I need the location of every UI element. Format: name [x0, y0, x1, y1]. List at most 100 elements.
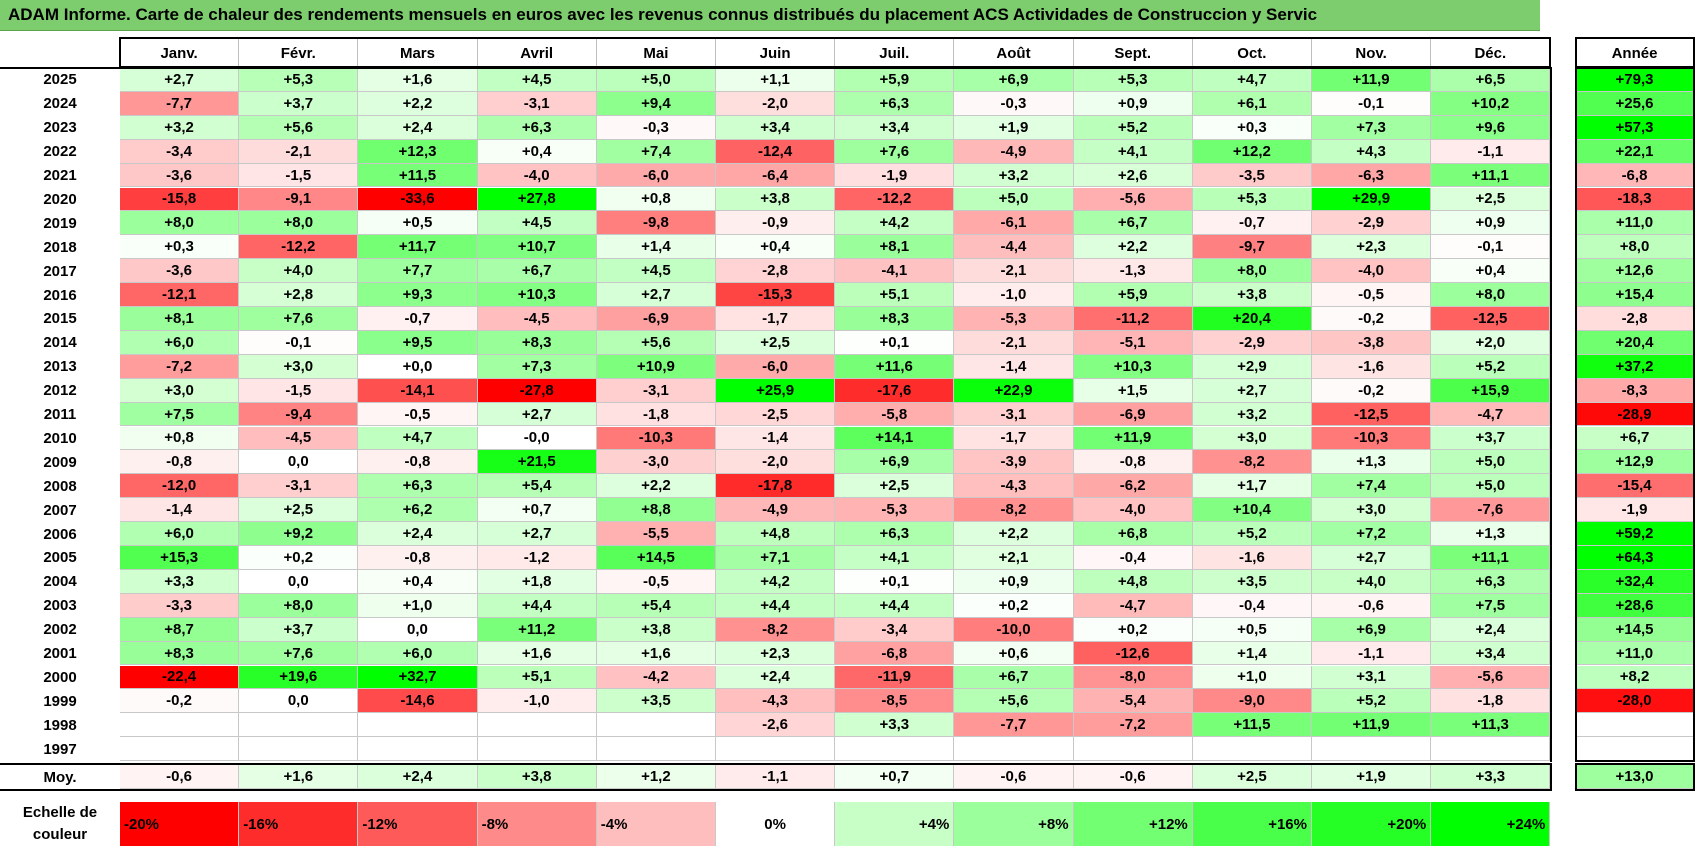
heatmap-cell: -15,3 [716, 283, 836, 307]
average-right-line [1550, 763, 1553, 791]
annual-cell: +8,2 [1576, 665, 1694, 690]
heatmap-cell: -2,0 [716, 91, 836, 116]
heatmap-cell: 0,0 [239, 450, 359, 475]
heatmap-cell: +8,1 [835, 235, 955, 260]
heatmap-cell: -7,7 [120, 91, 240, 116]
heatmap-cell: +2,7 [1192, 378, 1312, 403]
average-cell: -0,6 [120, 765, 240, 789]
month-header: Mars [358, 39, 478, 67]
heatmap-cell: +6,7 [1073, 211, 1193, 236]
heatmap-cell: -0,1 [239, 330, 359, 355]
heatmap-cell: +6,0 [120, 330, 240, 355]
heatmap-cell: +5,4 [477, 474, 597, 499]
year-label: 2019 [43, 214, 77, 232]
heatmap-cell [596, 737, 716, 762]
heatmap-cell: -5,6 [1431, 665, 1551, 690]
heatmap-cell: -3,1 [239, 474, 359, 499]
heatmap-cell: -12,2 [835, 187, 955, 212]
heatmap-cell: -10,3 [596, 426, 716, 451]
heatmap-cell: -12,4 [716, 139, 836, 164]
heatmap-cell: -4,4 [954, 235, 1074, 260]
heatmap-cell: +1,3 [1431, 522, 1551, 546]
heatmap-cell: +6,3 [477, 115, 597, 140]
heatmap-cell: +0,8 [120, 426, 240, 451]
annual-cell: +22,1 [1576, 139, 1694, 164]
annual-cell: +32,4 [1576, 569, 1694, 594]
heatmap-cell: +1,5 [1073, 378, 1193, 403]
heatmap-cell: +0,2 [1073, 617, 1193, 642]
heatmap-cell: -7,7 [954, 713, 1074, 738]
heatmap-cell: -15,8 [120, 187, 240, 212]
heatmap-cell: -12,5 [1312, 402, 1432, 427]
heatmap-cell: +2,4 [1431, 617, 1551, 642]
annual-cell: +25,6 [1576, 91, 1694, 116]
heatmap-cell: -6,2 [1073, 474, 1193, 499]
heatmap-cell: +11,9 [1312, 713, 1432, 738]
heatmap-cell: +4,1 [835, 546, 955, 570]
heatmap-cell: -9,0 [1192, 689, 1312, 714]
heatmap-cell: +3,0 [1312, 498, 1432, 523]
heatmap-cell: +6,5 [1431, 68, 1551, 92]
heatmap-cell: -5,6 [1073, 187, 1193, 212]
heatmap-cell: -0,3 [596, 115, 716, 140]
heatmap-cell: +0,4 [716, 235, 836, 260]
average-cell: +3,8 [477, 765, 597, 789]
heatmap-cell: +5,2 [1073, 115, 1193, 140]
heatmap-cell: +0,6 [954, 641, 1074, 666]
heatmap-cell: +7,4 [1312, 474, 1432, 499]
year-label: 2009 [43, 453, 77, 471]
heatmap-cell: -0,8 [358, 450, 478, 475]
heatmap-cell: -11,9 [835, 665, 955, 690]
heatmap-cell: +2,2 [1073, 235, 1193, 260]
heatmap-cell: +0,1 [835, 569, 955, 594]
year-label: 2025 [43, 71, 77, 89]
year-label: 2023 [43, 119, 77, 137]
year-label: 2001 [43, 645, 77, 663]
heatmap-cell: -3,6 [120, 259, 240, 284]
heatmap-cell: +15,3 [120, 546, 240, 570]
heatmap-cell: +3,0 [120, 378, 240, 403]
heatmap-cell: +1,1 [716, 68, 836, 92]
heatmap-cell: -0,8 [358, 546, 478, 570]
heatmap-cell: -6,0 [596, 163, 716, 188]
month-header: Janv. [120, 39, 240, 67]
heatmap-cell: +3,8 [716, 187, 836, 212]
heatmap-cell: -12,6 [1073, 641, 1193, 666]
chart-title: ADAM Informe. Carte de chaleur des rende… [8, 5, 1318, 24]
heatmap-cell: +5,0 [1431, 450, 1551, 475]
heatmap-cell: +2,0 [1431, 330, 1551, 355]
heatmap-cell: +0,2 [239, 546, 359, 570]
heatmap-cell: -10,3 [1312, 426, 1432, 451]
heatmap-cell [358, 713, 478, 738]
heatmap-cell: +5,1 [477, 665, 597, 690]
heatmap-cell: +4,0 [239, 259, 359, 284]
heatmap-cell [239, 713, 359, 738]
heatmap-cell: -1,8 [596, 402, 716, 427]
heatmap-cell: +0,3 [1192, 115, 1312, 140]
heatmap-cell: -6,4 [716, 163, 836, 188]
heatmap-cell: -6,9 [596, 307, 716, 331]
month-header: Juil. [835, 39, 955, 67]
heatmap-cell: +4,1 [1073, 139, 1193, 164]
heatmap-cell: +0,5 [1192, 617, 1312, 642]
heatmap-cell: +11,7 [358, 235, 478, 260]
heatmap-cell: -4,1 [835, 259, 955, 284]
scale-swatch: +20% [1312, 802, 1432, 846]
year-label: 2003 [43, 597, 77, 615]
scale-swatch: +12% [1073, 802, 1193, 846]
scale-swatch: -20% [120, 802, 240, 846]
heatmap-cell: +4,4 [477, 593, 597, 618]
heatmap-cell: +4,7 [358, 426, 478, 451]
heatmap-cell: -5,8 [835, 402, 955, 427]
heatmap-cell: +0,9 [1431, 211, 1551, 236]
annual-cell: +20,4 [1576, 330, 1694, 355]
year-label: 1999 [43, 692, 77, 710]
heatmap-cell: +5,3 [1192, 187, 1312, 212]
annual-cell: +11,0 [1576, 211, 1694, 236]
heatmap-cell: +11,6 [835, 354, 955, 379]
heatmap-cell: +5,6 [596, 330, 716, 355]
heatmap-cell: -10,0 [954, 617, 1074, 642]
scale-swatch: +8% [954, 802, 1074, 846]
heatmap-cell: +6,0 [358, 641, 478, 666]
heatmap-cell: -2,1 [239, 139, 359, 164]
